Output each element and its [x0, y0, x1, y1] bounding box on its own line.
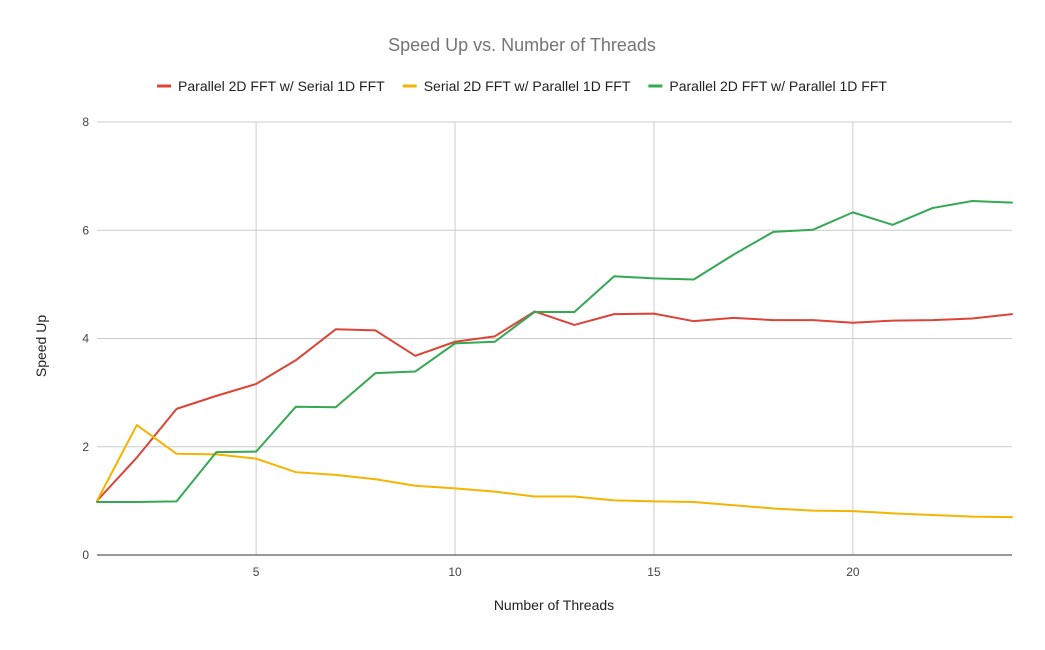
- y-axis-title: Speed Up: [33, 315, 49, 377]
- y-tick-label: 2: [82, 440, 89, 454]
- y-tick-label: 0: [82, 548, 89, 562]
- series-line-1: [96, 310, 1013, 502]
- x-tick-label: 15: [647, 565, 661, 579]
- y-tick-label: 4: [82, 332, 89, 346]
- legend-item-2[interactable]: Serial 2D FFT w/ Parallel 1D FFT: [402, 78, 631, 94]
- tick-labels: 0 2 4 6 8 5 10 15 20: [82, 115, 860, 579]
- legend: Parallel 2D FFT w/ Serial 1D FFT Serial 2…: [157, 78, 887, 94]
- series-line-2: [96, 424, 1013, 519]
- x-tick-label: 5: [253, 565, 260, 579]
- x-axis-title: Number of Threads: [494, 597, 614, 613]
- legend-label: Serial 2D FFT w/ Parallel 1D FFT: [424, 78, 631, 94]
- y-tick-label: 8: [82, 115, 89, 129]
- legend-label: Parallel 2D FFT w/ Serial 1D FFT: [178, 78, 385, 94]
- legend-item-3[interactable]: Parallel 2D FFT w/ Parallel 1D FFT: [648, 78, 887, 94]
- series-lines: [96, 200, 1013, 519]
- legend-item-1[interactable]: Parallel 2D FFT w/ Serial 1D FFT: [157, 78, 385, 94]
- chart-title: Speed Up vs. Number of Threads: [388, 35, 656, 55]
- x-tick-label: 10: [448, 565, 462, 579]
- x-tick-label: 20: [846, 565, 860, 579]
- y-tick-label: 6: [82, 223, 89, 237]
- gridlines: [97, 121, 1012, 556]
- series-line-3: [96, 200, 1013, 503]
- legend-label: Parallel 2D FFT w/ Parallel 1D FFT: [669, 78, 887, 94]
